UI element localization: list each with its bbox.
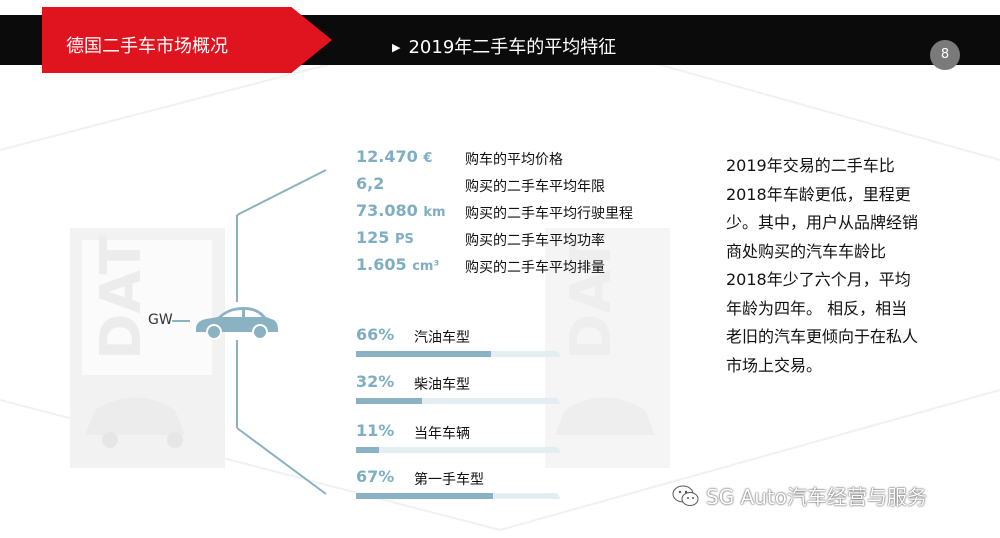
- stat-value: 125 PS: [356, 228, 414, 247]
- slide-title: 2019年二手车的平均特征: [408, 37, 617, 58]
- share-bar-track: [356, 447, 561, 453]
- slide-title-group: ▶ 2019年二手车的平均特征: [392, 33, 616, 59]
- stat-label: 购买的二手车平均功率: [465, 233, 605, 249]
- summary-line: 2018年少了六个月，平均: [726, 270, 911, 289]
- dat-logo-left: DAT: [70, 228, 225, 468]
- share-bar-fill: [356, 493, 494, 499]
- summary-line: 年龄为四年。 相反，相当: [726, 298, 908, 318]
- share-bar-fill: [356, 398, 422, 404]
- wechat-icon: [672, 485, 699, 506]
- watermark: SG Auto汽车经营与服务: [672, 481, 927, 510]
- summary-line: 市场上交易。: [726, 355, 823, 375]
- dat-logo-text-right: DAT: [559, 236, 624, 360]
- stat-value: 1.605 cm³: [356, 255, 440, 274]
- section-label: 德国二手车市场概况: [66, 36, 228, 57]
- share-percent: 67%: [356, 467, 395, 486]
- stat-label: 购买的二手车平均行驶里程: [465, 206, 633, 222]
- share-bar-fill: [356, 351, 492, 357]
- section-tab: [42, 7, 332, 73]
- summary-line: 老旧的汽车更倾向于在私人: [726, 327, 919, 346]
- car-icon: [196, 307, 278, 340]
- share-label: 柴油车型: [414, 377, 470, 393]
- share-label: 汽油车型: [414, 330, 470, 346]
- summary-line: 2019年交易的二手车比: [726, 156, 895, 175]
- share-bar-track: [356, 493, 561, 499]
- summary-line: 商处购买的汽车车龄比: [726, 241, 887, 261]
- stat-value: 12.470 €: [356, 147, 433, 166]
- watermark-text: SG Auto汽车经营与服务: [706, 485, 927, 509]
- summary-paragraph: 2019年交易的二手车比 2018年车龄更低，里程更 少。其中，用户从品牌经销 …: [726, 152, 956, 380]
- stat-value: 73.080 km: [356, 201, 446, 220]
- car-label: GW: [148, 312, 173, 328]
- dat-logo-right: DAT: [545, 228, 670, 468]
- connector-lines: [172, 169, 327, 495]
- dat-logo-text: DAT: [89, 236, 154, 360]
- summary-line: 2018年车龄更低，里程更: [726, 184, 911, 204]
- share-percent: 11%: [356, 421, 395, 440]
- share-bar-track: [356, 351, 561, 357]
- share-bar-track: [356, 398, 561, 404]
- page-number: 8: [930, 40, 960, 70]
- share-label: 第一手车型: [414, 472, 484, 488]
- share-bar-fill: [356, 447, 379, 453]
- share-percent: 66%: [356, 325, 395, 344]
- share-label: 当年车辆: [414, 426, 470, 442]
- summary-line: 少。其中，用户从品牌经销: [726, 213, 919, 232]
- stat-label: 购买的二手车平均年限: [465, 179, 605, 195]
- stat-label: 购车的平均价格: [465, 152, 563, 168]
- stat-value: 6,2: [356, 174, 385, 193]
- stat-label: 购买的二手车平均排量: [465, 260, 605, 276]
- play-arrow-icon: ▶: [392, 41, 401, 54]
- share-percent: 32%: [356, 372, 395, 391]
